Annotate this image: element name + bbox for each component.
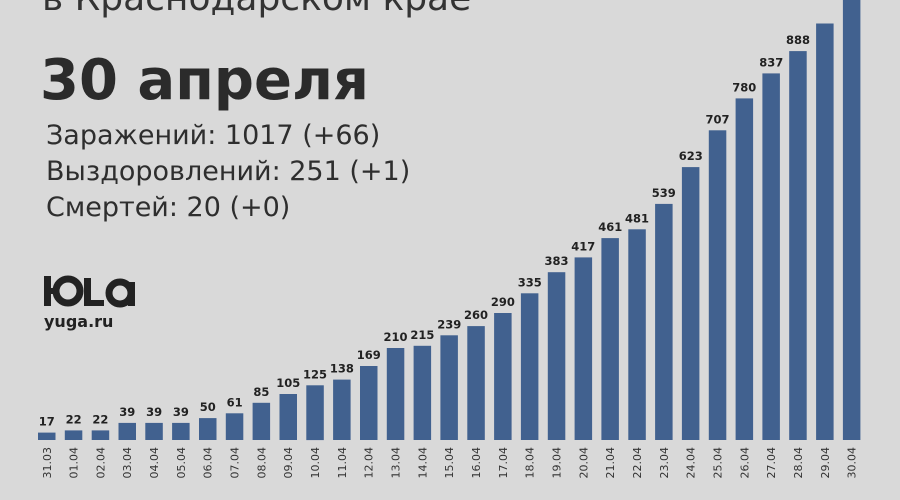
bar-11.04 [333, 379, 351, 440]
x-tick-label-01.04: 01.04 [68, 447, 81, 479]
bar-01.04 [64, 430, 83, 440]
value-label-14.04: 215 [410, 328, 434, 342]
x-tick-label-28.04: 28.04 [792, 447, 805, 479]
value-label-01.04: 22 [66, 412, 82, 426]
x-tick-label-27.04: 27.04 [765, 447, 778, 479]
x-tick-label-22.04: 22.04 [631, 447, 644, 479]
value-label-23.04: 539 [652, 186, 676, 200]
x-tick-label-02.04: 02.04 [94, 447, 107, 479]
x-tick-label-30.04: 30.04 [846, 447, 859, 479]
bar-04.04 [145, 422, 163, 440]
bar-23.04 [655, 203, 673, 440]
x-tick-label-24.04: 24.04 [685, 447, 698, 479]
bar-12.04 [360, 366, 378, 440]
value-label-22.04: 481 [625, 211, 649, 225]
value-label-27.04: 837 [759, 55, 783, 69]
x-tick-label-26.04: 26.04 [738, 447, 751, 479]
bar-10.04 [306, 385, 324, 441]
x-tick-label-12.04: 12.04 [363, 447, 376, 479]
bar-21.04 [601, 238, 619, 440]
value-label-03.04: 39 [119, 405, 135, 419]
bar-30.04 [842, 0, 861, 440]
bar-02.04 [91, 430, 110, 440]
x-tick-label-09.04: 09.04 [282, 447, 295, 479]
bar-16.04 [467, 326, 485, 440]
bar-17.04 [494, 313, 512, 440]
x-tick-label-08.04: 08.04 [255, 447, 268, 479]
logo-url: yuga.ru [44, 312, 114, 331]
x-tick-label-11.04: 11.04 [336, 447, 349, 479]
bar-03.04 [118, 422, 136, 440]
bar-24.04 [681, 167, 700, 440]
x-tick-label-03.04: 03.04 [121, 447, 134, 479]
x-tick-label-25.04: 25.04 [712, 447, 725, 479]
value-label-07.04: 61 [227, 395, 243, 409]
bar-08.04 [252, 402, 271, 440]
x-tick-label-16.04: 16.04 [470, 447, 483, 479]
x-tick-label-14.04: 14.04 [416, 447, 429, 479]
x-tick-label-13.04: 13.04 [390, 447, 403, 479]
bar-22.04 [628, 229, 646, 440]
x-tick-label-07.04: 07.04 [229, 447, 242, 479]
x-tick-label-06.04: 06.04 [202, 447, 215, 479]
value-label-25.04: 707 [705, 112, 729, 126]
x-tick-label-19.04: 19.04 [551, 447, 564, 479]
value-label-02.04: 22 [92, 412, 108, 426]
bar-27.04 [762, 73, 780, 441]
value-label-12.04: 169 [357, 348, 381, 362]
date-title: 30 апреля [40, 48, 369, 113]
value-label-13.04: 210 [383, 330, 407, 344]
value-label-06.04: 50 [200, 400, 216, 414]
value-label-16.04: 260 [464, 308, 488, 322]
x-tick-label-18.04: 18.04 [524, 447, 537, 479]
bar-15.04 [440, 335, 458, 440]
bar-19.04 [547, 272, 566, 440]
x-tick-label-17.04: 17.04 [497, 447, 510, 479]
bar-25.04 [708, 130, 727, 441]
value-label-21.04: 461 [598, 220, 622, 234]
stat-deaths: Смертей: 20 (+0) [46, 192, 291, 223]
value-label-17.04: 290 [491, 295, 515, 309]
bar-06.04 [199, 418, 217, 440]
stat-recovered: Выздоровлений: 251 (+1) [46, 156, 411, 187]
header-title: в Краснодарском крае [42, 0, 471, 19]
x-tick-label-21.04: 21.04 [604, 447, 617, 479]
value-label-19.04: 383 [544, 254, 568, 268]
value-label-24.04: 623 [679, 149, 703, 163]
x-tick-label-29.04: 29.04 [819, 447, 832, 479]
x-tick-label-05.04: 05.04 [175, 447, 188, 479]
bar-18.04 [520, 293, 539, 440]
value-label-15.04: 239 [437, 317, 461, 331]
bar-26.04 [735, 98, 754, 441]
bar-05.04 [172, 422, 190, 440]
x-tick-label-04.04: 04.04 [148, 447, 161, 479]
bar-20.04 [574, 257, 593, 440]
value-label-18.04: 335 [518, 275, 542, 289]
x-tick-label-23.04: 23.04 [658, 447, 671, 479]
x-tick-label-15.04: 15.04 [443, 447, 456, 479]
stat-infected: Заражений: 1017 (+66) [46, 120, 381, 151]
bar-07.04 [225, 413, 244, 440]
value-label-05.04: 39 [173, 405, 189, 419]
value-label-26.04: 780 [732, 80, 756, 94]
bar-13.04 [386, 348, 405, 440]
bar-14.04 [413, 345, 432, 440]
value-label-09.04: 105 [276, 376, 300, 390]
x-tick-label-20.04: 20.04 [577, 447, 590, 479]
bar-29.04 [816, 23, 834, 440]
value-label-20.04: 417 [571, 239, 595, 253]
value-label-11.04: 138 [330, 362, 354, 376]
bar-09.04 [279, 394, 297, 440]
value-label-04.04: 39 [146, 405, 162, 419]
x-tick-label-31.03: 31.03 [41, 447, 54, 479]
bar-31.03 [38, 432, 56, 440]
value-label-31.03: 17 [39, 415, 55, 429]
bar-28.04 [789, 51, 807, 440]
x-tick-label-10.04: 10.04 [309, 447, 322, 479]
value-label-08.04: 85 [253, 385, 269, 399]
value-label-10.04: 125 [303, 367, 327, 381]
yuga-logo-icon [44, 275, 135, 308]
value-label-28.04: 888 [786, 33, 810, 47]
